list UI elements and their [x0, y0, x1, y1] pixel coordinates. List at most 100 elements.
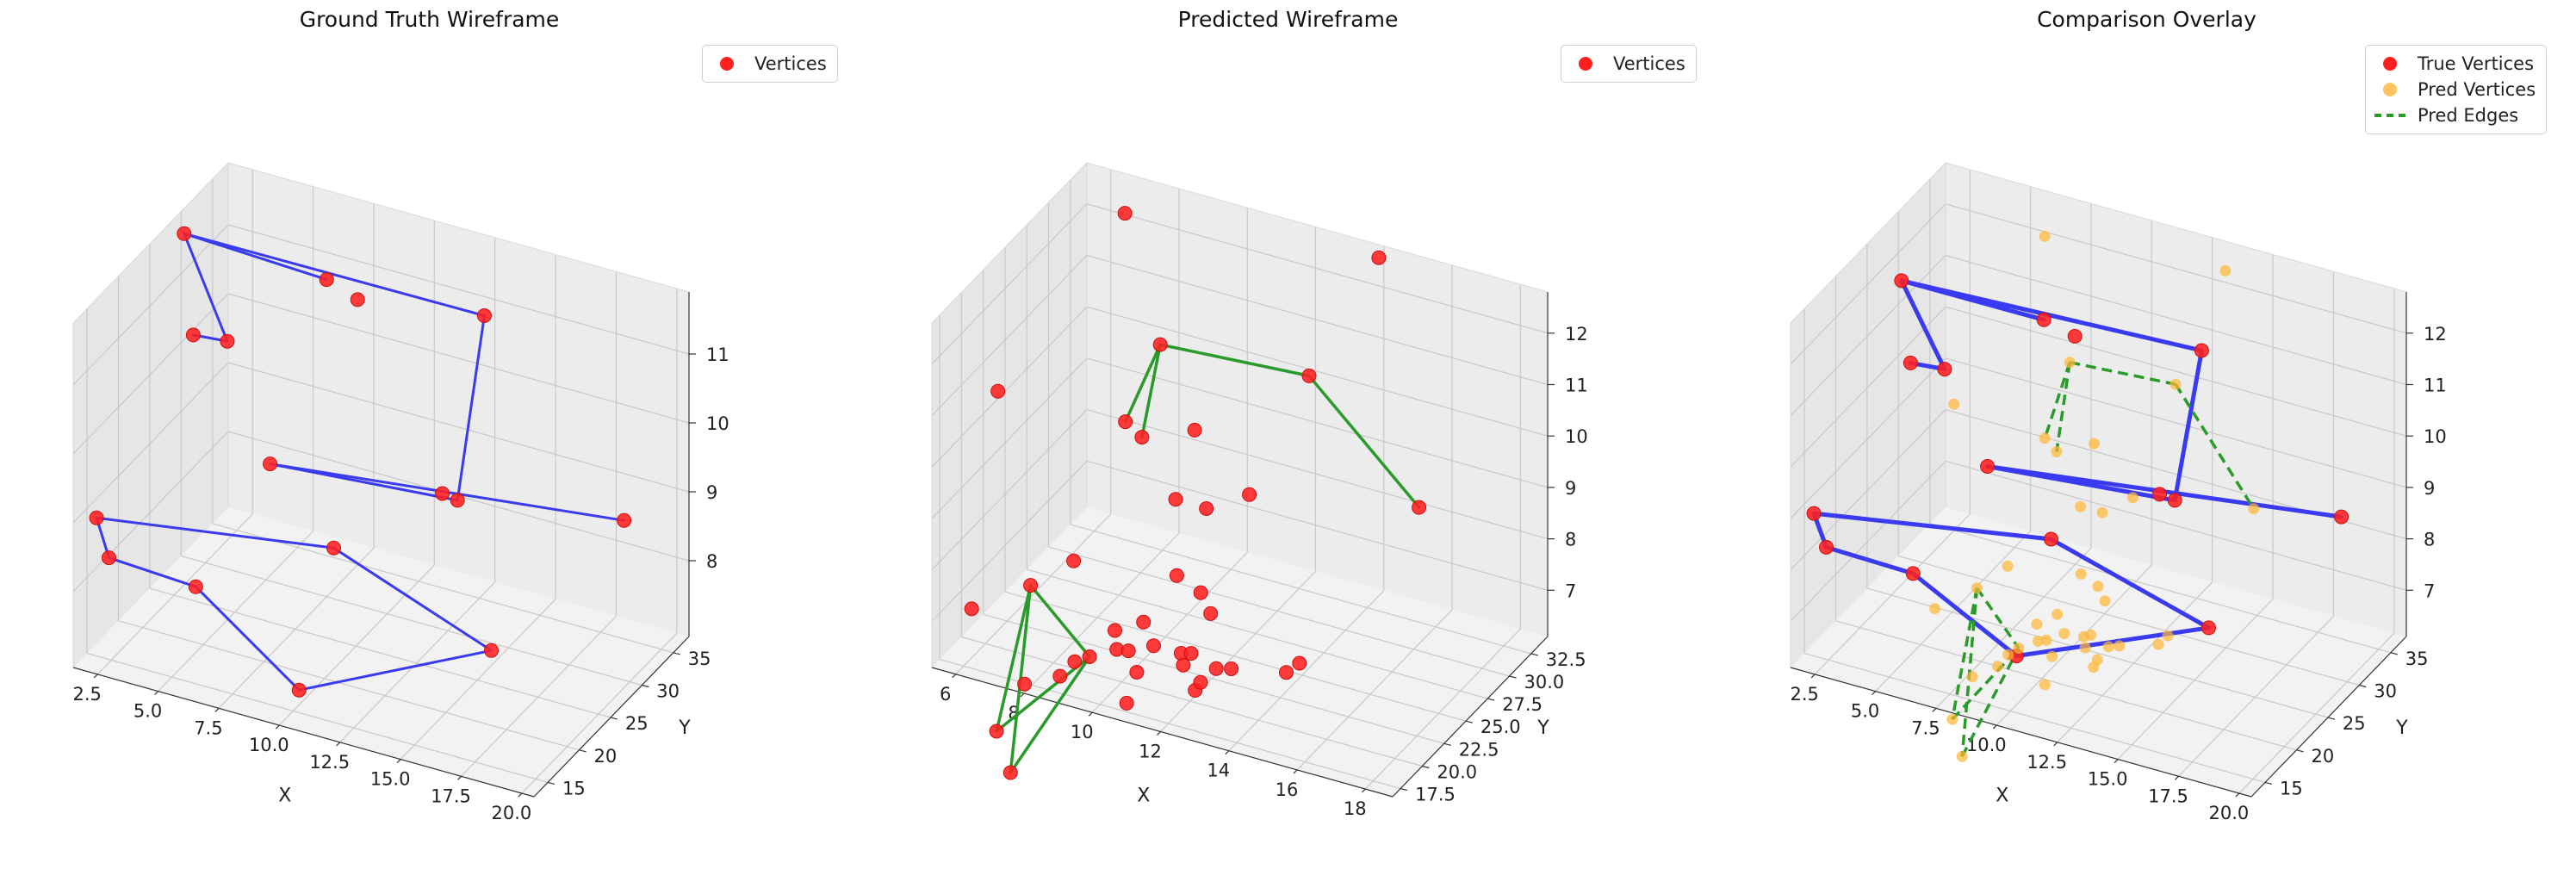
y-axis-label: Y [678, 717, 691, 739]
x-tick [1293, 769, 1298, 774]
x-tick-label: 10 [1071, 722, 1094, 742]
y-grid-line [1803, 652, 2266, 783]
floor-pane [73, 507, 689, 797]
pred-edge-line [1009, 655, 1091, 774]
y-grid-line [1898, 555, 2360, 686]
vertex-point [1412, 500, 1427, 515]
pane-edge [1790, 162, 1946, 324]
vertex-point [1118, 414, 1133, 430]
wireframe-edge [1824, 544, 1915, 576]
pred-edge-line [1307, 374, 1421, 509]
y-tick [579, 749, 587, 753]
z-grid-line [1086, 306, 1549, 437]
vertex-point [1120, 643, 1136, 659]
pred-vertex-point [2040, 634, 2052, 646]
x-tick-label: 14 [1207, 761, 1230, 781]
pred-edge-line [1975, 587, 2020, 649]
vertex-point [350, 292, 365, 307]
pred-edge-line [995, 583, 1033, 733]
legend-label: Vertices [1613, 53, 1685, 74]
wireframe-edge [194, 585, 301, 692]
z-grid-line [931, 357, 1088, 519]
z-tick-label: 9 [706, 482, 717, 503]
z-grid-line [1790, 357, 1946, 519]
pred-vertex-point [2248, 503, 2260, 515]
pred-vertex-point [2051, 608, 2064, 620]
pred-vertex-point [2089, 438, 2100, 450]
vertex-point [1169, 568, 1184, 583]
predicted-panel: Predicted Wireframe 6 8 10 12 14 16 18 17.5 20.0… [859, 0, 1717, 888]
x-grid-line [1364, 628, 1521, 790]
x-grid-line [1160, 570, 1316, 732]
z-grid-line [931, 460, 1088, 622]
vertex-point [220, 333, 235, 349]
x-tick-label: 17.5 [431, 786, 471, 806]
vertex-point [476, 308, 492, 323]
vertex-point [964, 601, 979, 617]
z-grid-line [931, 409, 1088, 571]
x-tick [1088, 711, 1093, 717]
x-tick-label: 12.5 [309, 752, 350, 773]
wireframe-edge [1899, 278, 1947, 372]
wireframe-edge [297, 649, 493, 692]
z-grid-line [931, 255, 1088, 416]
legend: Vertices [1561, 45, 1697, 83]
vertex-point [185, 327, 201, 343]
vertex-point [1208, 661, 1224, 676]
x-grid-line [521, 632, 678, 794]
y-grid-line [86, 652, 549, 783]
pred-vertices-marker-icon [2374, 83, 2405, 96]
wireframe-edge [95, 516, 335, 550]
pred-vertex-point [2099, 595, 2111, 607]
vertex-point [1152, 337, 1168, 352]
vertex-point [326, 540, 341, 556]
pred-vertex-point [2127, 492, 2138, 504]
y-grid-line [983, 613, 1444, 744]
x-grid-line [2117, 599, 2274, 761]
pred-vertex-point [2031, 618, 2043, 630]
vertex-point [1279, 665, 1294, 680]
pred-vertex-point [1991, 661, 2003, 673]
x-grid-line [1935, 547, 2092, 709]
z-tick-label: 11 [706, 345, 729, 365]
pred-vertex-point [2064, 357, 2076, 369]
x-grid-line [2238, 632, 2395, 794]
vertex-point [1292, 655, 1307, 671]
z-tick-label: 9 [1565, 478, 1576, 499]
z-grid-line [72, 293, 229, 455]
y-grid-line [212, 523, 673, 654]
vertex-point [291, 682, 307, 698]
pred-vertex-point [2039, 230, 2051, 242]
z-tick-label: 10 [1565, 426, 1588, 447]
legend-label: Pred Vertices [2418, 79, 2536, 100]
x-tick-label: 18 [1344, 798, 1367, 819]
pred-edge-line [1028, 583, 1091, 659]
z-grid-line [1086, 357, 1549, 488]
pred-vertex-point [2039, 679, 2051, 691]
y-tick-label: 35 [2405, 649, 2429, 669]
y-grid-line [181, 555, 642, 686]
wireframe-edge [183, 232, 486, 317]
vertex-point [1193, 585, 1208, 600]
x-tick [93, 674, 98, 679]
x-tick-label: 17.5 [2148, 786, 2188, 806]
pred-vertex-point [1948, 398, 1960, 410]
z-tick-label: 10 [706, 413, 729, 434]
z-tick-label: 8 [2424, 530, 2435, 550]
pred-vertex-point [2039, 432, 2051, 444]
z-tick-label: 11 [1565, 376, 1588, 396]
pred-vertex-point [2152, 638, 2164, 650]
y-tick-label: 27.5 [1502, 694, 1542, 715]
pred-vertex-point [2013, 643, 2025, 654]
z-tick-label: 7 [1565, 581, 1576, 601]
x-grid-line [1996, 564, 2152, 726]
x-tick [2175, 775, 2179, 780]
z-grid-line [931, 306, 1088, 468]
x-axis-label: X [278, 786, 291, 807]
z-tick-label: 12 [2424, 324, 2447, 345]
pred-vertex-point [2092, 581, 2104, 593]
vertex-point [484, 643, 499, 658]
floor-pane [932, 507, 1548, 797]
x-grid-line [1023, 532, 1180, 694]
y-tick-label: 15 [562, 778, 586, 798]
